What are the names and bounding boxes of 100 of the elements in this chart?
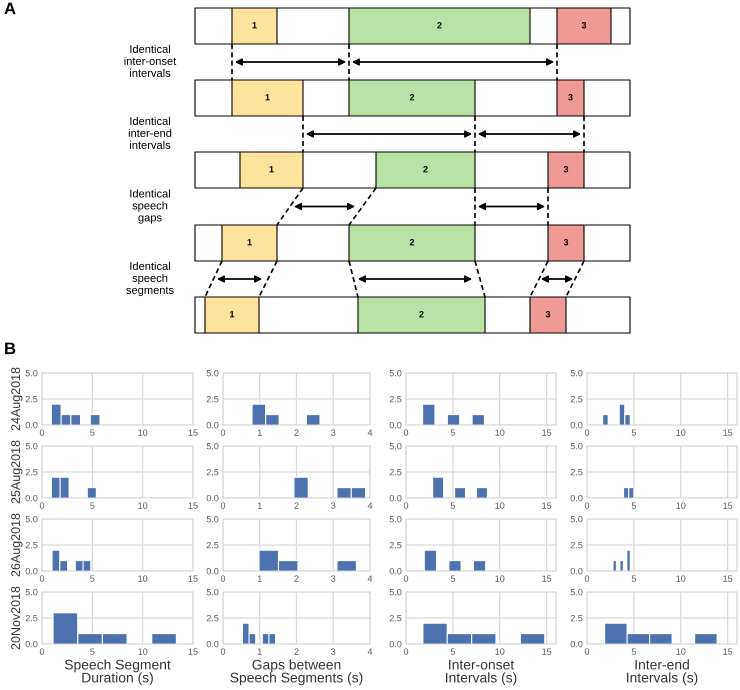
y-tick-label: 5.0 — [390, 588, 402, 596]
x-tick-label: 0 — [40, 575, 44, 582]
x-tick-label: 0 — [220, 429, 226, 436]
y-tick-label: 0.0 — [206, 422, 218, 428]
x-axis-title: Gaps between Speech Segments (s) — [230, 659, 362, 686]
y-tick-label: 0.0 — [206, 568, 218, 574]
y-tick-label: 0.0 — [570, 422, 582, 428]
y-axis-title: 26Aug2018 — [11, 514, 23, 576]
category-label: 2 — [423, 166, 428, 172]
x-tick-label: 0 — [584, 502, 590, 509]
y-tick-label: 2.5 — [206, 468, 218, 476]
y-tick-label: 5.0 — [206, 370, 218, 376]
category-label: 1 — [266, 94, 270, 100]
x-tick-label: 5 — [450, 502, 456, 509]
y-tick-label: 2.5 — [206, 614, 218, 622]
x-tick-label: 0 — [584, 648, 590, 655]
y-tick-label: 2.5 — [26, 614, 38, 622]
x-tick-label: 3 — [331, 575, 336, 582]
category-label: 1 — [230, 311, 234, 318]
x-tick-label: 5 — [450, 430, 456, 436]
y-tick-label: 5.0 — [390, 516, 402, 522]
text: Identical speech gaps — [130, 189, 170, 224]
x-tick-label: 4 — [368, 502, 372, 509]
x-tick-label: 0 — [40, 429, 44, 436]
y-tick-label: 0.0 — [206, 640, 218, 648]
x-tick-label: 2 — [294, 429, 299, 436]
x-tick-label: 3 — [331, 648, 336, 655]
x-tick-label: 15 — [542, 576, 552, 582]
category-label: 1 — [270, 166, 274, 172]
category-label: 3 — [568, 94, 573, 100]
y-tick-label: 5.0 — [26, 588, 38, 596]
text: A — [4, 2, 16, 14]
y-tick-label: 2.5 — [570, 468, 582, 476]
x-tick-label: 0 — [404, 502, 408, 509]
x-tick-label: 2 — [294, 502, 299, 509]
x-tick-label: 3 — [331, 502, 336, 509]
x-tick-label: 0 — [220, 502, 226, 509]
y-tick-label: 0.0 — [26, 422, 38, 428]
x-tick-label: 10 — [676, 429, 686, 436]
y-tick-label: 2.5 — [26, 468, 38, 476]
category-label: 2 — [419, 311, 424, 318]
x-tick-label: 5 — [90, 576, 94, 582]
category-label: 3 — [564, 239, 568, 246]
text: Identical inter-onset intervals — [124, 44, 176, 77]
y-tick-label: 0.0 — [570, 494, 582, 502]
y-axis-title: 20Nov2018 — [11, 586, 20, 650]
category-label: 2 — [437, 22, 442, 28]
x-tick-label: 4 — [368, 648, 372, 655]
category-label: 1 — [252, 22, 257, 28]
text: Identical inter-end intervals — [128, 116, 172, 149]
x-tick-label: 15 — [188, 502, 198, 509]
y-tick-label: 0.0 — [206, 494, 218, 502]
x-tick-label: 5 — [90, 502, 94, 509]
y-tick-label: 2.5 — [390, 614, 402, 622]
x-tick-label: 5 — [632, 648, 636, 655]
y-tick-label: 2.5 — [570, 614, 582, 622]
x-tick-label: 10 — [676, 502, 686, 509]
x-tick-label: 10 — [676, 575, 686, 582]
x-tick-label: 10 — [495, 575, 504, 582]
text: B — [5, 342, 16, 354]
x-tick-label: 15 — [723, 648, 732, 655]
x-tick-label: 5 — [632, 502, 636, 509]
x-tick-label: 0 — [404, 575, 408, 582]
category-label: 2 — [410, 94, 414, 100]
x-tick-label: 1 — [258, 502, 262, 509]
x-tick-label: 0 — [584, 429, 590, 436]
x-tick-label: 5 — [632, 430, 636, 436]
y-tick-label: 5.0 — [206, 442, 218, 450]
x-axis-title: Inter-onset Intervals (s) — [446, 660, 516, 686]
x-tick-label: 10 — [138, 648, 148, 655]
y-tick-label: 0.0 — [570, 568, 582, 574]
y-tick-label: 2.5 — [206, 542, 218, 548]
x-axis-title: Inter-end Intervals (s) — [627, 659, 698, 686]
x-tick-label: 15 — [542, 430, 552, 436]
x-tick-label: 5 — [450, 576, 456, 582]
y-tick-label: 0.0 — [26, 494, 38, 502]
y-tick-label: 0.0 — [570, 640, 582, 648]
x-tick-label: 10 — [495, 648, 504, 655]
y-tick-label: 5.0 — [390, 370, 402, 376]
x-tick-label: 2 — [294, 575, 299, 582]
x-tick-label: 10 — [138, 575, 148, 582]
x-tick-label: 5 — [450, 648, 456, 655]
x-tick-label: 15 — [188, 576, 198, 582]
x-tick-label: 10 — [676, 648, 686, 655]
y-tick-label: 5.0 — [26, 370, 38, 376]
y-tick-label: 5.0 — [26, 516, 38, 522]
y-tick-label: 5.0 — [26, 442, 38, 450]
x-tick-label: 3 — [331, 429, 336, 436]
category-label: 2 — [410, 239, 414, 246]
y-tick-label: 2.5 — [390, 542, 402, 548]
x-tick-label: 0 — [404, 648, 408, 655]
y-tick-label: 2.5 — [570, 396, 582, 402]
y-axis-title: 24Aug2018 — [11, 368, 23, 430]
x-tick-label: 15 — [723, 430, 732, 436]
y-tick-label: 2.5 — [570, 542, 582, 548]
x-tick-label: 10 — [495, 502, 504, 509]
x-tick-label: 0 — [404, 429, 408, 436]
x-tick-label: 15 — [723, 502, 732, 509]
x-tick-label: 0 — [584, 575, 590, 582]
x-tick-label: 15 — [542, 648, 552, 655]
